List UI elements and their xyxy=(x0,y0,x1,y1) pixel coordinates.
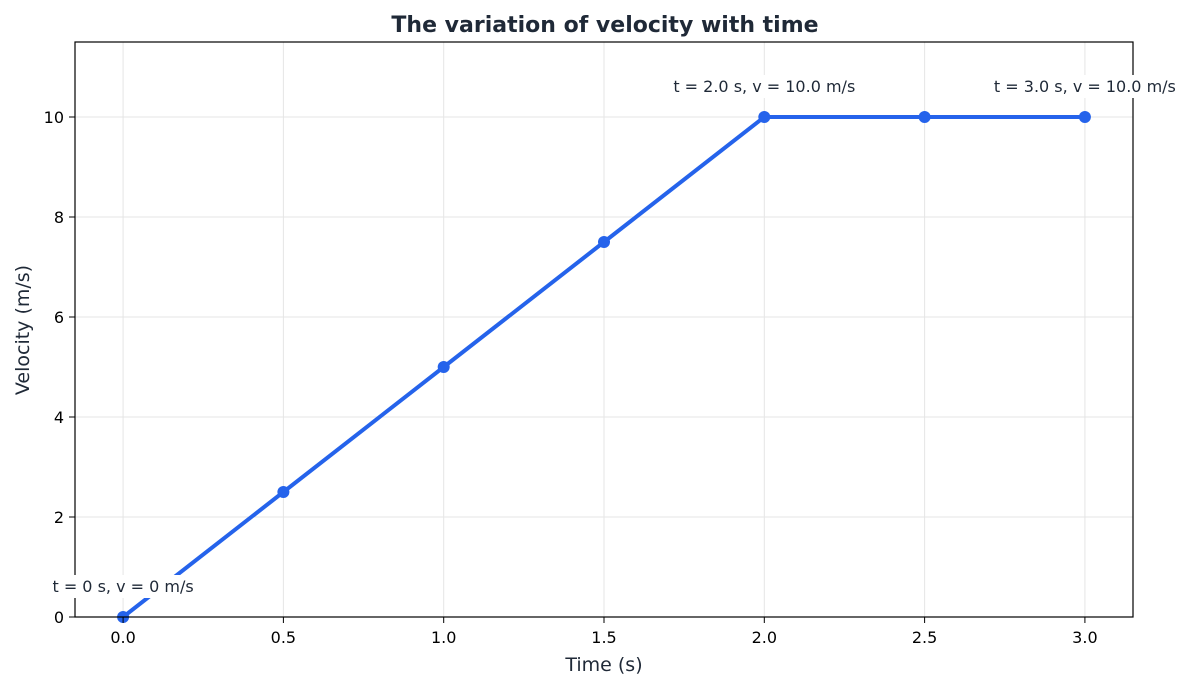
x-tick-label: 1.0 xyxy=(431,628,456,647)
data-point xyxy=(437,361,450,373)
x-axis-label: Time (s) xyxy=(564,654,642,676)
chart-title: The variation of velocity with time xyxy=(391,13,818,38)
annotation-box xyxy=(989,75,1180,98)
y-axis-label: Velocity (m/s) xyxy=(12,265,34,395)
data-point xyxy=(1078,111,1091,123)
x-tick-label: 0.0 xyxy=(110,628,135,647)
x-tick-label: 1.5 xyxy=(591,628,616,647)
y-tick-label: 4 xyxy=(54,408,64,427)
data-point xyxy=(277,486,290,498)
y-tick-label: 0 xyxy=(54,608,64,627)
data-point xyxy=(758,111,771,123)
annotation-box xyxy=(48,575,198,598)
x-tick-label: 2.5 xyxy=(912,628,937,647)
data-point xyxy=(918,111,931,123)
x-tick-label: 2.0 xyxy=(752,628,777,647)
y-tick-label: 8 xyxy=(54,208,64,227)
x-tick-label: 3.0 xyxy=(1072,628,1097,647)
y-tick-label: 6 xyxy=(54,308,64,327)
annotation-label: t = 0 s, v = 0 m/s xyxy=(52,577,193,596)
annotation-label: t = 2.0 s, v = 10.0 m/s xyxy=(673,77,855,96)
y-tick-label: 10 xyxy=(44,108,64,127)
annotation-box xyxy=(669,75,860,98)
data-point xyxy=(598,236,610,248)
y-tick-label: 2 xyxy=(54,508,64,527)
annotation-label: t = 3.0 s, v = 10.0 m/s xyxy=(994,77,1176,96)
x-tick-label: 0.5 xyxy=(271,628,296,647)
